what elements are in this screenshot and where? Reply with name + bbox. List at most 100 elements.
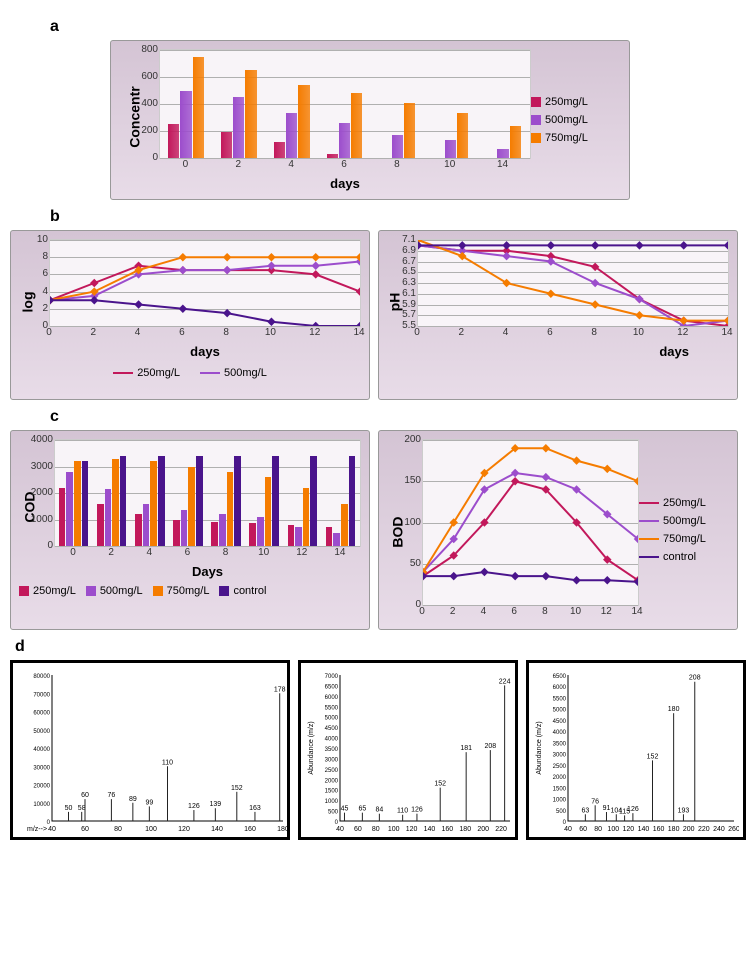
svg-text:220: 220 (698, 826, 710, 833)
svg-text:45: 45 (341, 806, 349, 813)
svg-text:2500: 2500 (553, 764, 567, 770)
svg-text:20000: 20000 (33, 784, 50, 790)
svg-text:140: 140 (638, 826, 650, 833)
svg-text:178: 178 (274, 686, 286, 693)
bar-250mg/L (288, 525, 295, 546)
svg-text:208: 208 (484, 743, 496, 750)
svg-text:4500: 4500 (553, 719, 567, 725)
legend-label: 500mg/L (100, 585, 143, 597)
legend-label: 500mg/L (545, 114, 588, 126)
bar-250mg/L (211, 522, 218, 546)
svg-text:110: 110 (162, 759, 173, 766)
bar-250mg/L (327, 154, 338, 158)
bar-250mg/L (135, 514, 142, 546)
bar-500mg/L (219, 514, 226, 546)
bar-500mg/L (339, 123, 350, 158)
mass-spectrum-2: 0500100015002000250030003500400045005000… (298, 660, 518, 840)
svg-text:60: 60 (579, 826, 587, 833)
svg-text:10000: 10000 (33, 802, 50, 808)
panel-a-label: a (50, 18, 738, 36)
panel-c-left-legend: 250mg/L500mg/L750mg/Lcontrol (19, 585, 361, 597)
bar-500mg/L (497, 149, 508, 158)
svg-text:80000: 80000 (33, 674, 50, 680)
bar-250mg/L (249, 523, 256, 546)
svg-text:120: 120 (623, 826, 635, 833)
bar-750mg/L (227, 472, 234, 546)
svg-text:140: 140 (211, 826, 223, 833)
panel-b-label: b (50, 208, 738, 226)
svg-text:3000: 3000 (553, 753, 567, 759)
bar-250mg/L (97, 504, 104, 546)
bar-500mg/L (295, 527, 302, 546)
bar-250mg/L (221, 132, 232, 158)
svg-text:89: 89 (129, 796, 137, 803)
svg-text:152: 152 (647, 753, 659, 760)
bar-250mg/L (274, 142, 285, 158)
svg-text:152: 152 (434, 781, 446, 788)
panel-c-right-ylabel: BOD (390, 516, 406, 547)
bar-250mg/L (326, 527, 333, 546)
bar-750mg/L (150, 461, 157, 546)
svg-text:200: 200 (683, 826, 695, 833)
svg-text:100: 100 (145, 826, 157, 833)
legend-label: 250mg/L (663, 497, 706, 509)
panel-a-legend: 250mg/L500mg/L750mg/L (531, 96, 588, 144)
panel-a-xlabel: days (159, 176, 531, 191)
svg-text:152: 152 (231, 785, 243, 792)
bar-control (158, 456, 165, 546)
svg-text:40: 40 (48, 826, 56, 833)
panel-b-right-ylabel: pH (386, 293, 402, 312)
legend-label: control (663, 551, 696, 563)
svg-text:181: 181 (460, 745, 472, 752)
svg-text:120: 120 (406, 826, 418, 833)
bar-750mg/L (404, 103, 415, 158)
panel-c-label: c (50, 408, 738, 426)
svg-text:5000: 5000 (325, 716, 339, 722)
svg-text:76: 76 (591, 798, 599, 805)
svg-text:2000: 2000 (325, 778, 339, 784)
svg-text:91: 91 (603, 805, 611, 812)
svg-text:220: 220 (495, 826, 507, 833)
svg-text:60: 60 (81, 826, 89, 833)
bar-control (234, 456, 241, 546)
bar-250mg/L (173, 520, 180, 547)
svg-text:80: 80 (372, 826, 380, 833)
bar-500mg/L (181, 510, 188, 546)
svg-text:76: 76 (108, 792, 116, 799)
svg-text:70000: 70000 (33, 692, 50, 698)
svg-text:120: 120 (178, 826, 190, 833)
svg-text:224: 224 (499, 678, 511, 685)
svg-text:100: 100 (607, 826, 619, 833)
svg-text:500: 500 (556, 809, 567, 815)
svg-text:60: 60 (81, 792, 89, 799)
panel-b-row: log 0246810 02468101214 days 250mg/L500m… (10, 230, 738, 400)
svg-text:6000: 6000 (325, 695, 339, 701)
panel-b-legend: 250mg/L500mg/L (19, 367, 361, 379)
bar-750mg/L (298, 85, 309, 158)
svg-text:80: 80 (594, 826, 602, 833)
bar-500mg/L (143, 504, 150, 546)
bar-500mg/L (180, 91, 191, 159)
panel-c-right-legend: 250mg/L500mg/L750mg/Lcontrol (639, 497, 706, 563)
bar-500mg/L (257, 517, 264, 546)
svg-text:50000: 50000 (33, 729, 50, 735)
svg-text:3000: 3000 (325, 757, 339, 763)
panel-a-chart: Concentr 0200400600800 024681014 days 25… (110, 40, 630, 200)
svg-text:Abundance (m/z): Abundance (m/z) (308, 721, 315, 774)
svg-text:40000: 40000 (33, 747, 50, 753)
svg-text:60000: 60000 (33, 711, 50, 717)
svg-text:160: 160 (442, 826, 454, 833)
svg-text:6500: 6500 (325, 684, 339, 690)
svg-text:1000: 1000 (325, 799, 339, 805)
svg-text:Abundance (m/z): Abundance (m/z) (536, 721, 543, 774)
svg-text:140: 140 (424, 826, 436, 833)
svg-text:6500: 6500 (553, 674, 567, 680)
bar-750mg/L (245, 70, 256, 158)
bar-control (120, 456, 127, 546)
svg-text:100: 100 (388, 826, 400, 833)
mass-spectrum-3: 0500100015002000250030003500400045005000… (526, 660, 746, 840)
svg-text:1500: 1500 (325, 789, 339, 795)
bar-control (310, 456, 317, 546)
legend-label: 500mg/L (224, 367, 267, 379)
svg-text:65: 65 (358, 806, 366, 813)
